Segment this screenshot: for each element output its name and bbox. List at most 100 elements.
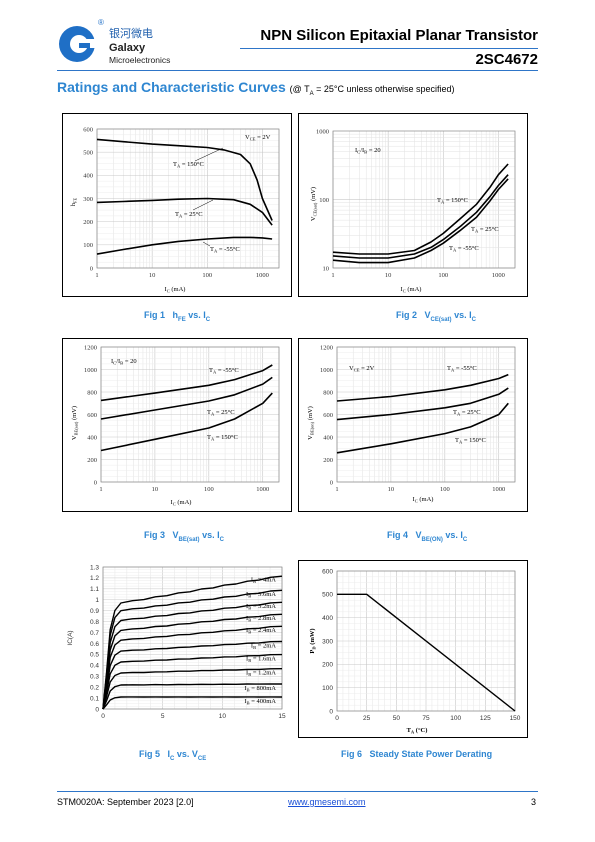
curve-0 bbox=[96, 138, 273, 221]
caption-fig5: Fig 5 IC vs. VCE bbox=[139, 749, 207, 762]
x-axis-label: IC (mA) bbox=[171, 499, 192, 507]
plot-area bbox=[336, 346, 516, 483]
x-axis-label: IC (mA) bbox=[401, 286, 422, 294]
x-tick-label: 1 bbox=[95, 272, 98, 279]
y-tick-label: 1200 bbox=[84, 344, 97, 351]
y-tick-label: 500 bbox=[83, 149, 93, 156]
series-label: IB = 2.4mA bbox=[246, 627, 276, 635]
plot-area bbox=[332, 130, 516, 269]
plot-area bbox=[96, 128, 280, 269]
y-tick-label: 1.1 bbox=[90, 586, 99, 593]
y-tick-label: 0.1 bbox=[90, 695, 99, 702]
logo-chinese-name: 银河微电 bbox=[109, 27, 153, 40]
y-tick-label: 0.4 bbox=[90, 663, 99, 670]
registered-mark: ® bbox=[98, 18, 104, 27]
y-tick-label: 200 bbox=[323, 457, 333, 464]
section-title: Ratings and Characteristic Curves (@ TA … bbox=[57, 79, 455, 97]
y-tick-label: 1000 bbox=[84, 367, 97, 374]
x-tick-label: 10 bbox=[149, 272, 156, 279]
y-tick-label: 100 bbox=[319, 197, 329, 204]
x-tick-label: 0 bbox=[335, 715, 339, 722]
y-axis-label: PD (mW) bbox=[309, 628, 317, 653]
y-tick-label: 1.3 bbox=[90, 564, 99, 571]
curve-2 bbox=[336, 402, 509, 454]
curve-0 bbox=[337, 593, 516, 712]
y-axis-label: hFE bbox=[70, 198, 78, 207]
curve-0 bbox=[100, 364, 273, 402]
curve-0 bbox=[102, 575, 283, 710]
y-tick-label: 200 bbox=[322, 662, 333, 669]
y-tick-label: 600 bbox=[87, 412, 97, 419]
y-tick-label: 600 bbox=[83, 126, 93, 133]
footer-website-link[interactable]: www.gmesemi.com bbox=[288, 797, 366, 807]
curve-7 bbox=[102, 668, 283, 710]
curve-2 bbox=[102, 601, 283, 710]
series-label: TA = 150°C bbox=[207, 434, 238, 442]
curve-0 bbox=[336, 373, 509, 402]
leader-line bbox=[202, 241, 211, 247]
chart-fig6: 0 25 50 75 100 125 150 0 100 200 300 400 500 600 PD (m… bbox=[298, 560, 528, 738]
x-tick-label: 10 bbox=[219, 713, 227, 720]
y-tick-label: 0 bbox=[90, 265, 93, 272]
y-axis-label: VCE(sat) (mV) bbox=[310, 187, 318, 221]
y-tick-label: 0 bbox=[94, 479, 97, 486]
y-tick-label: 0.9 bbox=[90, 608, 99, 615]
x-tick-label: 100 bbox=[450, 715, 461, 722]
curve-5 bbox=[102, 640, 283, 710]
x-tick-label: 10 bbox=[388, 486, 395, 493]
section-title-text: Ratings and Characteristic Curves bbox=[57, 79, 286, 95]
series-label: TA = 150°C bbox=[437, 197, 468, 205]
y-tick-label: 800 bbox=[87, 389, 97, 396]
y-tick-label: 800 bbox=[323, 389, 333, 396]
series-label: IB = 2mA bbox=[251, 642, 276, 650]
x-tick-label: 75 bbox=[422, 715, 430, 722]
curve-1 bbox=[336, 387, 509, 421]
fig3-condition: IC/IB = 20 bbox=[111, 358, 137, 366]
fig1-condition: VCE = 2V bbox=[245, 134, 271, 142]
series-label: TA = -55°C bbox=[449, 245, 479, 253]
y-tick-label: 600 bbox=[323, 412, 333, 419]
y-tick-label: 200 bbox=[83, 219, 93, 226]
y-tick-label: 400 bbox=[322, 615, 333, 622]
x-tick-label: 10 bbox=[385, 272, 392, 279]
x-axis-label: IC (mA) bbox=[413, 496, 434, 504]
y-tick-label: 0.6 bbox=[90, 641, 99, 648]
y-tick-label: 0.7 bbox=[90, 630, 99, 637]
x-tick-label: 1 bbox=[99, 486, 102, 493]
footer-doc-id: STM0020A: September 2023 [2.0] bbox=[57, 797, 194, 807]
series-label: TA = 25°C bbox=[175, 211, 203, 219]
galaxy-logo-icon bbox=[59, 26, 99, 62]
caption-fig4: Fig 4 VBE(ON) vs. IC bbox=[387, 530, 468, 543]
y-tick-label: 600 bbox=[322, 568, 333, 575]
curve-1 bbox=[102, 589, 283, 710]
series-label: TA = 150°C bbox=[173, 161, 204, 169]
x-tick-label: 5 bbox=[161, 713, 165, 720]
caption-fig2: Fig 2 VCE(sat) vs. IC bbox=[396, 310, 476, 323]
chart-fig4: 1 10 100 1000 0 200 400 600 800 1000 1200 VCE = 2V T… bbox=[298, 338, 528, 512]
y-axis-label: IC(A) bbox=[67, 630, 74, 645]
series-label: TA = 25°C bbox=[453, 409, 481, 417]
series-label: IB = 4mA bbox=[251, 577, 276, 585]
x-tick-label: 0 bbox=[101, 713, 105, 720]
series-label: IB = 3.2mA bbox=[246, 603, 276, 611]
y-tick-label: 10 bbox=[323, 265, 330, 272]
y-tick-label: 0 bbox=[329, 708, 333, 715]
y-tick-label: 0 bbox=[330, 479, 333, 486]
curve-1 bbox=[100, 376, 273, 420]
x-tick-label: 100 bbox=[202, 272, 212, 279]
curve-3 bbox=[102, 613, 283, 710]
fig4-condition: VCE = 2V bbox=[349, 365, 375, 373]
document-title: NPN Silicon Epitaxial Planar Transistor bbox=[260, 27, 538, 44]
y-tick-label: 300 bbox=[83, 196, 93, 203]
curve-8 bbox=[102, 683, 283, 710]
logo-subname: Microelectronics bbox=[109, 55, 171, 65]
leader-line bbox=[192, 199, 214, 211]
x-tick-label: 100 bbox=[440, 486, 450, 493]
curve-4 bbox=[102, 625, 283, 710]
header-rule bbox=[240, 48, 538, 49]
series-label: TA = -55°C bbox=[447, 365, 477, 373]
x-tick-label: 1000 bbox=[492, 486, 505, 493]
curve-2 bbox=[100, 392, 273, 452]
series-label: TA = 150°C bbox=[455, 437, 486, 445]
part-number: 2SC4672 bbox=[475, 51, 538, 68]
